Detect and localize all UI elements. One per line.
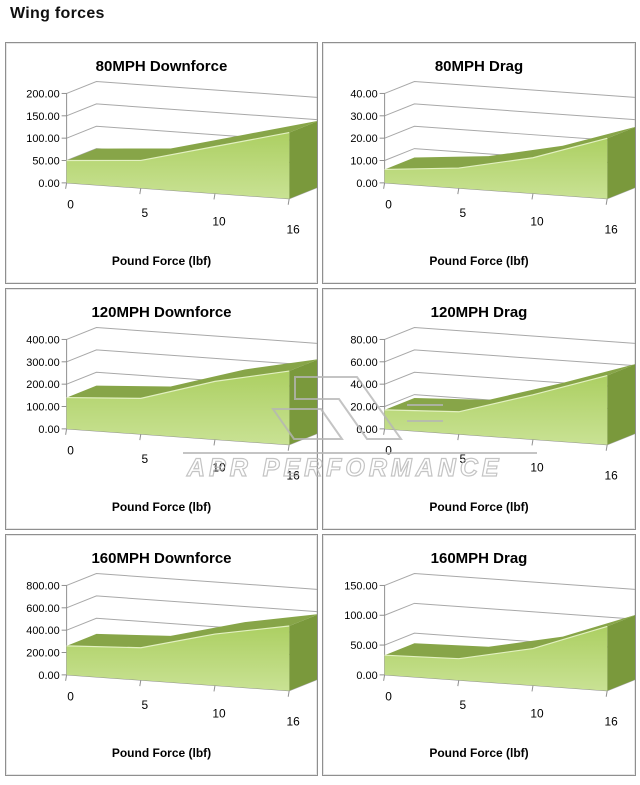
svg-text:20.00: 20.00 <box>350 133 377 145</box>
chart-panel-160mph-drag: 160MPH Drag 0.00 50.00 100.00 150.00 0 5 10 16 … <box>322 534 636 776</box>
svg-text:16: 16 <box>287 715 301 729</box>
svg-text:0: 0 <box>385 198 392 212</box>
svg-text:5: 5 <box>459 206 466 220</box>
area-chart-80mph-downforce: 0.00 50.00 100.00 150.00 200.00 0 5 10 16 <box>26 81 317 237</box>
svg-text:600.00: 600.00 <box>26 603 59 615</box>
svg-text:5: 5 <box>141 206 148 220</box>
svg-text:0.00: 0.00 <box>356 178 377 190</box>
svg-text:40.00: 40.00 <box>350 88 377 100</box>
svg-text:60.00: 60.00 <box>350 357 377 369</box>
svg-text:16: 16 <box>604 469 618 483</box>
svg-text:100.00: 100.00 <box>26 401 59 413</box>
svg-text:200.00: 200.00 <box>26 88 59 100</box>
chart-panel-80mph-drag: 80MPH Drag 0.00 10.00 20.00 30.00 40.00 0 5 10 1… <box>322 42 636 284</box>
svg-text:150.00: 150.00 <box>26 111 59 123</box>
svg-text:5: 5 <box>141 698 148 712</box>
x-axis-title: Pound Force (lbf) <box>111 500 212 514</box>
x-axis-title: Pound Force (lbf) <box>111 746 212 760</box>
chart-title: 80MPH Downforce <box>95 58 228 75</box>
svg-text:16: 16 <box>287 223 301 237</box>
page-title: Wing forces <box>10 5 105 22</box>
svg-text:10.00: 10.00 <box>350 155 377 167</box>
svg-text:0: 0 <box>67 198 74 212</box>
svg-text:16: 16 <box>604 223 618 237</box>
area-chart-160mph-downforce: 0.00 200.00 400.00 600.00 800.00 0 5 10 16 <box>26 573 317 729</box>
svg-text:300.00: 300.00 <box>26 357 59 369</box>
svg-text:150.00: 150.00 <box>344 580 377 592</box>
svg-text:400.00: 400.00 <box>26 625 59 637</box>
svg-text:0: 0 <box>385 690 392 704</box>
svg-text:16: 16 <box>287 469 301 483</box>
svg-text:0: 0 <box>67 444 74 458</box>
svg-text:0: 0 <box>385 444 392 458</box>
svg-text:0: 0 <box>67 690 74 704</box>
x-axis-title: Pound Force (lbf) <box>111 254 212 268</box>
svg-text:0.00: 0.00 <box>356 670 377 682</box>
svg-text:50.00: 50.00 <box>32 155 59 167</box>
svg-text:10: 10 <box>212 460 226 474</box>
chart-grid: 80MPH Downforce 0.00 50.00 100.00 150.00 200… <box>5 42 636 776</box>
svg-text:5: 5 <box>141 452 148 466</box>
svg-text:10: 10 <box>212 706 226 720</box>
svg-text:0.00: 0.00 <box>38 670 59 682</box>
chart-panel-120mph-downforce: 120MPH Downforce 0.00 100.00 200.00 300.00 4… <box>5 288 318 530</box>
svg-text:0.00: 0.00 <box>356 424 377 436</box>
svg-text:40.00: 40.00 <box>350 379 377 391</box>
svg-text:100.00: 100.00 <box>26 133 59 145</box>
svg-text:10: 10 <box>530 706 544 720</box>
chart-title: 160MPH Drag <box>430 550 528 567</box>
x-axis-title: Pound Force (lbf) <box>429 746 529 760</box>
svg-text:0.00: 0.00 <box>38 178 59 190</box>
svg-text:800.00: 800.00 <box>26 580 59 592</box>
svg-text:20.00: 20.00 <box>350 401 377 413</box>
chart-panel-120mph-drag: 120MPH Drag 0.00 20.00 40.00 60.00 80.00 0 5 10… <box>322 288 636 530</box>
svg-text:200.00: 200.00 <box>26 647 59 659</box>
svg-text:100.00: 100.00 <box>344 610 377 622</box>
svg-text:50.00: 50.00 <box>350 640 377 652</box>
svg-text:10: 10 <box>212 214 226 228</box>
chart-title: 160MPH Downforce <box>91 550 232 567</box>
area-chart-120mph-downforce: 0.00 100.00 200.00 300.00 400.00 0 5 10 16 <box>26 327 317 483</box>
chart-title: 80MPH Drag <box>434 58 524 75</box>
chart-title: 120MPH Drag <box>430 304 528 321</box>
chart-panel-80mph-downforce: 80MPH Downforce 0.00 50.00 100.00 150.00 200… <box>5 42 318 284</box>
chart-panel-160mph-downforce: 160MPH Downforce 0.00 200.00 400.00 600.00 8… <box>5 534 318 776</box>
svg-text:5: 5 <box>459 698 466 712</box>
x-axis-title: Pound Force (lbf) <box>429 500 529 514</box>
svg-text:80.00: 80.00 <box>350 334 377 346</box>
svg-text:5: 5 <box>459 452 466 466</box>
area-chart-80mph-drag: 0.00 10.00 20.00 30.00 40.00 0 5 10 16 <box>350 81 635 237</box>
svg-text:16: 16 <box>604 715 618 729</box>
chart-title: 120MPH Downforce <box>91 304 232 321</box>
svg-text:10: 10 <box>530 460 544 474</box>
svg-text:30.00: 30.00 <box>350 111 377 123</box>
x-axis-title: Pound Force (lbf) <box>429 254 529 268</box>
area-chart-160mph-drag: 0.00 50.00 100.00 150.00 0 5 10 16 <box>344 573 635 729</box>
svg-text:10: 10 <box>530 214 544 228</box>
svg-text:0.00: 0.00 <box>38 424 59 436</box>
svg-text:200.00: 200.00 <box>26 379 59 391</box>
area-chart-120mph-drag: 0.00 20.00 40.00 60.00 80.00 0 5 10 16 <box>350 327 635 483</box>
svg-text:400.00: 400.00 <box>26 334 59 346</box>
